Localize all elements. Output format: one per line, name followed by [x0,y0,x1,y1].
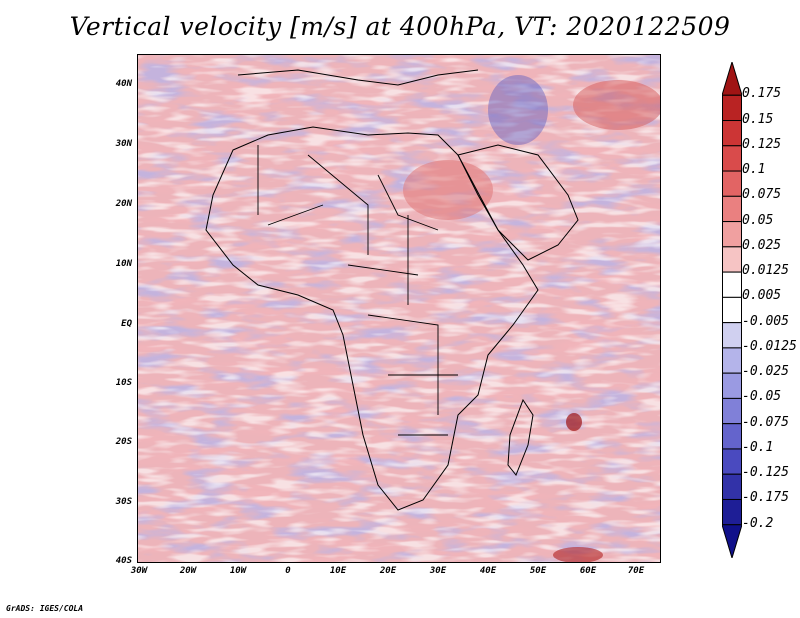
map-title: Vertical velocity [m/s] at 400hPa, VT: 2… [69,12,731,41]
lat-tick-40s: 40S [115,556,132,566]
colorbar-label: -0.125 [742,465,789,481]
colorbar-label: -0.2 [742,515,774,531]
lon-tick-20e: 20E [379,566,397,576]
colorbar-segment [722,372,742,399]
lon-tick-10w: 10W [229,566,247,576]
colorbar-label: -0.1 [742,439,774,455]
colorbar-label: 0.175 [742,86,782,102]
colorbar-segment [722,322,742,349]
lon-tick-30w: 30W [130,566,148,576]
colorbar-segment [722,271,742,298]
lon-tick-0: 0 [285,566,291,576]
lat-tick-20s: 20S [115,437,132,447]
colorbar-segment [722,246,742,273]
colorbar-segment [722,524,742,558]
lat-tick-20n: 20N [115,199,132,209]
lon-tick-30e: 30E [429,566,447,576]
colorbar-segment [722,120,742,147]
lat-tick-30n: 30N [115,139,132,149]
lat-tick-eq: EQ [121,319,132,329]
colorbar-label: -0.05 [742,389,782,405]
colorbar-label: -0.005 [742,313,789,329]
colorbar-segment [722,195,742,223]
colorbar-label: 0.005 [742,288,782,304]
lon-tick-40e: 40E [479,566,497,576]
credit-text: GrADS: IGES/COLA [6,604,84,613]
lat-tick-10n: 10N [115,259,132,269]
vertical-velocity-field [138,55,660,562]
colorbar-label: 0.0125 [742,263,789,279]
colorbar-label: -0.0125 [742,338,797,354]
colorbar-label: -0.025 [742,364,789,380]
colorbar-segment [722,423,742,450]
colorbar-segment [722,170,742,197]
colorbar-segment [722,473,742,500]
lon-tick-10e: 10E [329,566,347,576]
colorbar [722,62,742,558]
colorbar-segment [722,296,742,324]
colorbar-label: 0.075 [742,187,782,203]
colorbar-segment [722,62,742,96]
lon-tick-20w: 20W [179,566,197,576]
colorbar-segment [722,397,742,425]
colorbar-segment [722,448,742,475]
colorbar-segment [722,347,742,374]
colorbar-label: 0.1 [742,162,766,178]
colorbar-segment [722,94,742,122]
colorbar-label: 0.125 [742,136,782,152]
colorbar-label: -0.075 [742,414,789,430]
lat-tick-10s: 10S [115,378,132,388]
lon-tick-60e: 60E [579,566,597,576]
colorbar-segment [722,498,742,526]
colorbar-segment [722,145,742,172]
map-panel [137,54,661,563]
lat-tick-30s: 30S [115,497,132,507]
lon-tick-50e: 50E [529,566,547,576]
colorbar-label: -0.175 [742,490,789,506]
colorbar-segment [722,221,742,248]
colorbar-label: 0.15 [742,111,774,127]
colorbar-label: 0.025 [742,237,782,253]
colorbar-label: 0.05 [742,212,774,228]
lat-tick-40n: 40N [115,79,132,89]
lon-tick-70e: 70E [627,566,645,576]
